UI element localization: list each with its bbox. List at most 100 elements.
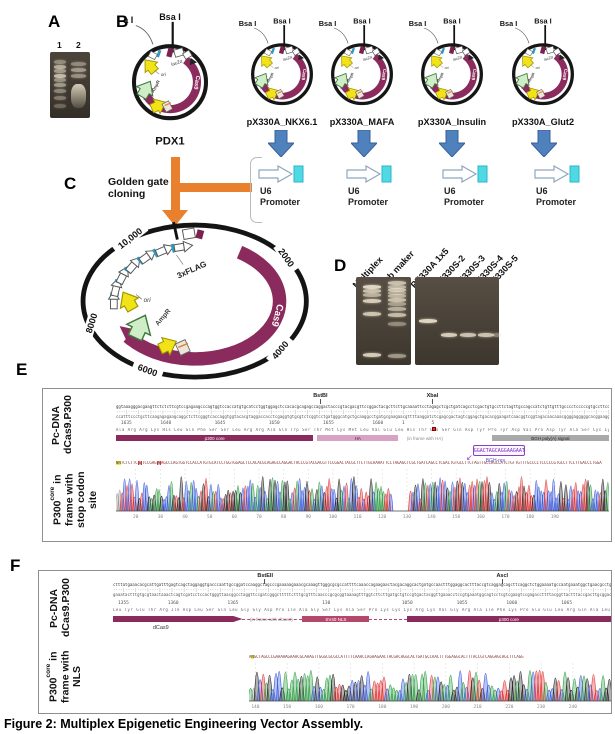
svg-text:130: 130 [403,514,411,519]
svg-text:lacZα: lacZα [363,55,374,62]
panel-e-chromatogram: NNTCTCTTCGTCCGAGAAGCCCAGTGGTCCACCATGTGCA… [116,461,609,519]
svg-text:190: 190 [410,704,418,709]
feature-connector [242,619,303,620]
svg-text:Bsa I: Bsa I [239,19,257,28]
plasmid-pX330A_Insulin: Bsa I Bsa I Cas9 lacZα ori AmpR pX330A_Insulin [408,17,496,127]
ruler-tick: 1365 [227,601,239,606]
gel-band [478,333,494,337]
svg-text:Cas9: Cas9 [300,68,308,81]
u6-promoter-label: U6 Promoter [348,186,389,208]
svg-text:pX330A_NKX6.1: pX330A_NKX6.1 [247,117,318,127]
panel-f-aa-row: Leu Tyr Glu Thr Arg Ile Asp Leu Ser Gln … [113,608,611,612]
blue-down-arrow-icon [351,130,377,157]
svg-text:ori: ori [161,72,167,77]
figure-caption: Figure 2: Multiplex Epigenetic Engineeri… [4,717,364,731]
gel-band [54,60,66,64]
blue-down-arrow-icon [531,130,557,157]
gel-band [388,291,406,295]
gel-band [388,322,406,326]
gel-smear [71,84,86,108]
svg-text:60: 60 [232,514,238,519]
svg-text:Bsa I: Bsa I [273,17,291,26]
plasmid-PDX1: a I Bsa I Cas9 lacZα ori AmpR PDX1 [116,12,224,147]
u6-promoter-icon [442,165,488,183]
restriction-site-label: BstEII [257,573,273,584]
svg-text:170: 170 [347,704,355,709]
svg-text:80: 80 [281,514,287,519]
svg-text:3xFLAG: 3xFLAG [176,259,208,280]
panel-e-letter: E [16,360,28,379]
svg-text:pX330A_Glut2: pX330A_Glut2 [512,117,574,127]
ruler-tick: 1060 [506,601,518,606]
panel-b-letter: B [116,12,129,31]
gel-band [363,353,381,357]
gel-band [363,299,381,303]
ruler-tick: 1050 [401,601,413,606]
blue-down-arrow-icon [268,130,294,157]
ruler-tick: 1650 [268,421,280,426]
u6-group-bracket [250,157,262,223]
gel-band [388,285,406,289]
svg-text:ori: ori [355,66,359,70]
svg-text:100: 100 [329,514,337,519]
svg-text:160: 160 [477,514,485,519]
svg-text:AmpR: AmpR [266,72,275,84]
panel-f-frame-label: P300core in frame with NLS [45,650,83,704]
svg-text:a I: a I [123,15,133,25]
gel-band [388,288,406,292]
panel-a-letter: A [48,12,61,31]
panel-f-forward-sequence: ctttatgaaacacgcattgatttgagtcagctaggaggtg… [113,583,611,587]
u6-promoter-label: U6 Promoter [260,186,301,208]
svg-text:90: 90 [306,514,312,519]
ruler-tick: 1640 [160,421,172,426]
svg-text:ori: ori [144,297,152,304]
svg-text:220: 220 [505,704,513,709]
panel-e-aa-row: Ala Arg Arg Lys His Leu Gln Phe Ser Ser … [116,428,609,432]
gel-band [441,333,457,337]
gel-band [54,83,66,87]
panel-c-letter: C [64,174,77,193]
svg-text:lacZα: lacZα [171,59,184,67]
golden-gate-label: Golden gate cloning [108,176,169,201]
svg-text:180: 180 [378,704,386,709]
gel-band [71,74,86,78]
u6-promoter-label: U6 Promoter [444,186,485,208]
ruler-tick: 1655 [323,421,334,426]
svg-text:Cas9: Cas9 [561,68,569,81]
gel-band [388,307,406,311]
gel-band [54,96,66,100]
panel-e-box: Pc-DNA dCas9.P300 P300core in frame with… [42,388,612,542]
svg-text:170: 170 [501,514,509,519]
gel-a-lane1-label: 1 [57,40,62,50]
gel-band [54,74,66,78]
panel-e-reverse-sequence: ccatttccctgcttcaagagagaagcaggctcttcgggtc… [116,415,609,419]
ruler-tick: 1360 [167,601,179,606]
svg-text:Cas9: Cas9 [192,75,200,91]
in-frame-note: (in frame with HA) [406,436,443,441]
svg-text:ori: ori [445,66,449,70]
svg-text:210: 210 [474,704,482,709]
orange-arrowhead-icon [162,210,188,226]
svg-text:180: 180 [526,514,534,519]
u6-promoter-label: U6 Promoter [536,186,577,208]
gel-band [388,313,406,317]
panel-e-alignment: BstBI XbaI ggtaaagggacgaagttctctcttcgtcc… [116,393,609,464]
svg-text:Bsa I: Bsa I [353,17,371,26]
svg-text:AmpR: AmpR [150,79,161,94]
svg-text:110: 110 [354,514,362,519]
gel-band [388,302,406,306]
panel-f-reverse-sequence: gaaatactttgtgcgtaactaaactcagtcgatcctccac… [113,593,611,597]
svg-text:140: 140 [427,514,435,519]
gel-band [363,312,381,316]
svg-text:150: 150 [283,704,291,709]
u6-promoter-icon [258,165,304,183]
gel-band [388,298,406,302]
plasmid-pX330A_NKX6.1: Bsa I Bsa I Cas9 lacZα ori AmpR pX330A_NKX6.1 [238,17,326,127]
gel-band [493,333,501,337]
panel-d-letter: D [334,256,347,275]
ruler-tick: 130 [322,601,331,606]
svg-text:150: 150 [452,514,460,519]
